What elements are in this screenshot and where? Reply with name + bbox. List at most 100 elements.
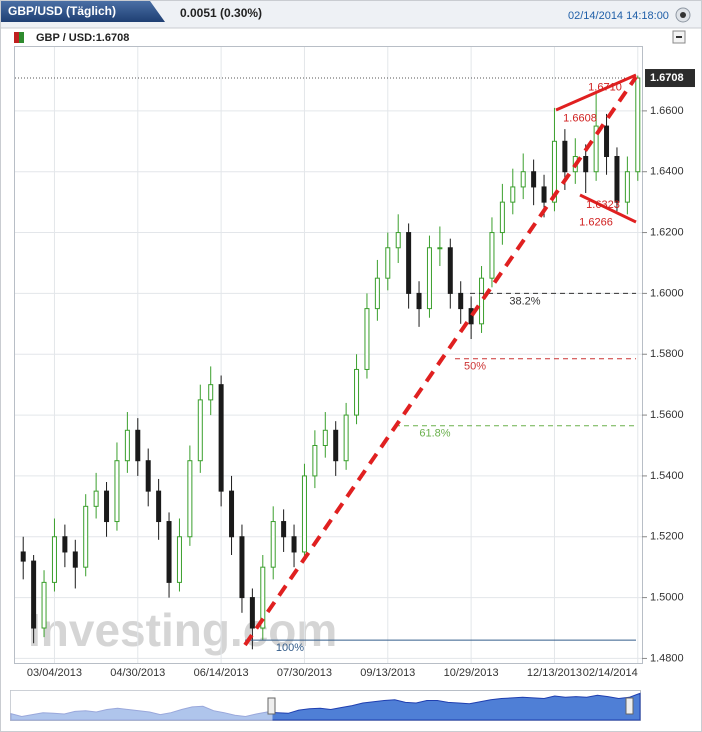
candle-body	[260, 566, 266, 629]
candle-body	[541, 186, 547, 203]
candle-body	[218, 384, 224, 492]
candle-body	[614, 156, 620, 203]
candle-body	[343, 414, 349, 462]
candle-body	[447, 247, 453, 294]
candle-body	[562, 140, 568, 173]
candle-body	[114, 460, 120, 523]
candle-body	[437, 247, 443, 250]
y-tick-label: 1.5200	[650, 531, 684, 543]
title-tab	[1, 1, 165, 22]
y-tick-label: 1.6000	[650, 287, 684, 299]
legend-icon-green	[19, 32, 24, 43]
candle-body	[333, 429, 339, 462]
fib-label: 50%	[464, 361, 486, 373]
plot-area	[14, 46, 643, 664]
candle-body	[385, 247, 391, 279]
candle-body	[624, 171, 630, 203]
candle-body	[20, 551, 26, 562]
candle-body	[187, 460, 193, 538]
candle-body	[458, 292, 464, 310]
candle-body	[468, 308, 474, 325]
candle-body	[291, 536, 297, 553]
candle-body	[31, 560, 37, 629]
x-tick-label: 04/30/2013	[110, 667, 165, 679]
x-tick-label: 09/13/2013	[360, 667, 415, 679]
y-tick-label: 1.6600	[650, 105, 684, 117]
price-annotation: 1.6710	[588, 81, 622, 93]
trend-line	[243, 75, 638, 647]
candle-body	[93, 490, 99, 507]
y-tick-label: 1.5800	[650, 348, 684, 360]
candle-body	[395, 232, 401, 249]
x-tick-label: 02/14/2014	[583, 667, 638, 679]
candle-body	[72, 551, 78, 568]
candle-body	[145, 460, 151, 492]
fib-label: 38.2%	[509, 295, 540, 307]
candle-body	[531, 171, 537, 188]
candle-body	[416, 292, 422, 310]
candle-body	[270, 521, 276, 568]
candle-body	[426, 247, 432, 310]
candle-body	[510, 186, 516, 203]
candle-body	[229, 490, 235, 538]
candle-body	[281, 521, 287, 538]
legend: GBP / USD:1.6708	[36, 32, 129, 44]
candle-body	[249, 597, 255, 629]
candle-body	[176, 536, 182, 583]
change: 0.0051 (0.30%)	[180, 6, 262, 20]
candle-body	[312, 444, 318, 477]
current-price-tag	[645, 69, 695, 88]
navigator-mask	[10, 690, 273, 721]
candle-body	[583, 156, 589, 173]
legend-icon-red	[14, 32, 19, 43]
candle-body	[354, 368, 360, 416]
x-tick-label: 10/29/2013	[444, 667, 499, 679]
candle-body	[604, 125, 610, 158]
candle-body	[374, 277, 380, 310]
navigator-handle-left[interactable]	[267, 697, 276, 715]
y-tick-label: 1.5000	[650, 592, 684, 604]
fib-label: 100%	[276, 642, 304, 654]
candle-body	[197, 399, 203, 462]
y-tick-label: 1.6400	[650, 166, 684, 178]
candle-body	[135, 429, 141, 462]
y-tick-label: 1.5400	[650, 470, 684, 482]
navigator-handle-right[interactable]	[625, 697, 634, 715]
candle-body	[479, 277, 485, 325]
channel-top	[555, 73, 637, 112]
candle-body	[166, 521, 172, 583]
y-tick-label: 1.5600	[650, 409, 684, 421]
candle-body	[635, 77, 641, 173]
candle-body	[322, 429, 328, 446]
x-tick-label: 12/13/2013	[527, 667, 582, 679]
current-price-label: 1.6708	[650, 72, 684, 84]
channel-bottom	[579, 193, 637, 224]
price-annotation: 1.6266	[579, 216, 613, 228]
fib-label: 61.8%	[419, 428, 450, 440]
candle-body	[51, 536, 57, 583]
candle-body	[551, 140, 557, 203]
candle-body	[83, 505, 89, 568]
candle-body	[301, 475, 307, 553]
candle-body	[239, 536, 245, 599]
refresh-icon	[680, 12, 686, 18]
candle-body	[489, 232, 495, 279]
y-tick-label: 1.6200	[650, 226, 684, 238]
price-annotation: 1.6323	[586, 199, 620, 211]
candle-body	[156, 490, 162, 523]
x-tick-label: 06/14/2013	[194, 667, 249, 679]
x-tick-label: 03/04/2013	[27, 667, 82, 679]
candle-body	[406, 232, 412, 294]
watermark: Investing.com	[28, 604, 337, 656]
candle-body	[520, 171, 526, 188]
title: GBP/USD (Täglich)	[8, 4, 116, 18]
candle-body	[499, 201, 505, 234]
y-tick-label: 1.4800	[650, 652, 684, 664]
candle-body	[208, 384, 214, 401]
timestamp: 02/14/2014 14:18:00	[568, 10, 669, 22]
candle-body	[104, 490, 110, 523]
candle-body	[364, 308, 370, 370]
candle-body	[62, 536, 68, 553]
